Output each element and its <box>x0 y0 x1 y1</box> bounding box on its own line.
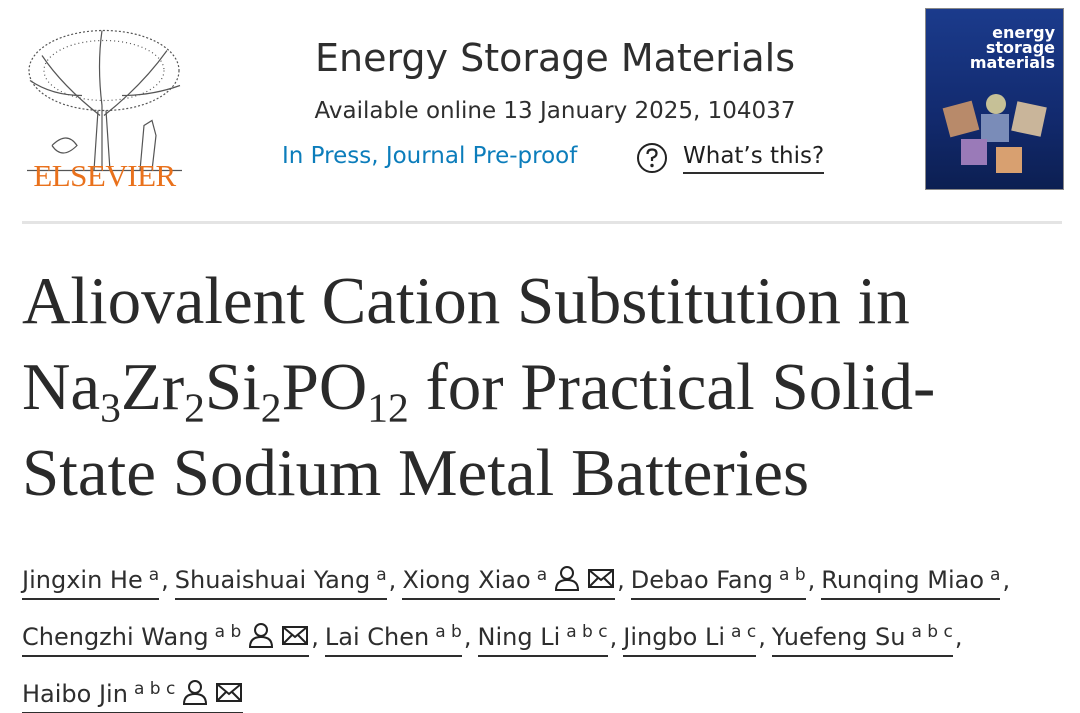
author[interactable]: Xiong Xiao a <box>402 562 616 600</box>
author-name[interactable]: Jingbo Li <box>623 623 726 651</box>
author-profile-icon[interactable] <box>247 622 275 648</box>
availability: Available online 13 January 2025, 104037 <box>314 98 796 124</box>
author-affiliations: a b c <box>911 622 953 642</box>
publisher-logo <box>27 29 182 172</box>
author-separator: , <box>807 566 816 594</box>
author-email-icon[interactable] <box>281 622 309 648</box>
author[interactable]: Jingxin He a <box>22 562 160 600</box>
author-affiliations: a b <box>435 622 462 642</box>
author-list: Jingxin He a, Shuaishuai Yang a, Xiong Xiao a… <box>22 555 1022 713</box>
author-name[interactable]: Debao Fang <box>630 566 774 594</box>
cover-title: energy storage materials <box>969 23 1055 72</box>
author-separator: , <box>161 566 169 594</box>
title-subscript: 2 <box>260 384 282 431</box>
author-affiliations: a <box>536 565 548 585</box>
title-subscript: 12 <box>367 384 409 431</box>
divider <box>22 221 1062 224</box>
author-name[interactable]: Jingxin He <box>22 566 143 594</box>
publisher-name: ELSEVIER <box>33 158 176 193</box>
title-text: for Practical Solid-State Sodium Metal B… <box>22 350 936 510</box>
author-separator: , <box>758 623 766 651</box>
author[interactable]: Debao Fang a b <box>630 562 806 600</box>
journal-name[interactable]: Energy Storage Materials <box>314 36 796 80</box>
author-name[interactable]: Runqing Miao <box>821 566 985 594</box>
author[interactable]: Shuaishuai Yang a <box>174 562 387 600</box>
article-title: Aliovalent Cation Substitution in Na3Zr2… <box>22 258 1062 516</box>
journal-cover[interactable]: energy storage materials <box>925 8 1064 190</box>
cover-art <box>942 94 1047 173</box>
author[interactable]: Jingbo Li a c <box>623 619 757 657</box>
author-email-icon[interactable] <box>215 679 243 705</box>
author[interactable]: Haibo Jin a b c <box>22 676 244 713</box>
help-link[interactable]: What’s this? <box>683 143 825 174</box>
author[interactable]: Lai Chen a b <box>324 619 462 657</box>
title-text: Zr <box>120 350 185 424</box>
author-affiliations: a <box>148 565 160 585</box>
author-affiliations: a b <box>214 622 242 642</box>
title-text: PO <box>281 350 368 424</box>
title-text: Aliovalent Cation Substitution in Na <box>22 264 910 424</box>
author-affiliations: a b c <box>133 679 176 699</box>
title-subscript: 2 <box>184 384 205 431</box>
author-separator: , <box>1002 566 1011 594</box>
author-name[interactable]: Haibo Jin <box>22 680 128 708</box>
author[interactable]: Yuefeng Su a b c <box>771 619 953 657</box>
author-separator: , <box>954 623 963 651</box>
author-name[interactable]: Yuefeng Su <box>771 623 906 651</box>
title-subscript: 3 <box>100 384 121 431</box>
author-separator: , <box>311 623 319 651</box>
author-affiliations: a c <box>731 622 757 642</box>
author-name[interactable]: Xiong Xiao <box>402 566 531 594</box>
author-name[interactable]: Lai Chen <box>324 623 430 651</box>
author-name[interactable]: Shuaishuai Yang <box>174 566 371 594</box>
author-affiliations: a b c <box>566 622 608 642</box>
author-profile-icon[interactable] <box>553 565 581 591</box>
author-name[interactable]: Chengzhi Wang <box>22 623 209 651</box>
help-icon[interactable] <box>636 142 668 174</box>
author-affiliations: a <box>376 565 387 585</box>
author-separator: , <box>463 623 472 651</box>
author[interactable]: Chengzhi Wang a b <box>22 619 310 657</box>
author-name[interactable]: Ning Li <box>477 623 561 651</box>
author-email-icon[interactable] <box>587 565 615 591</box>
author-separator: , <box>617 566 625 594</box>
status-link[interactable]: In Press, Journal Pre-proof <box>282 143 578 169</box>
author-separator: , <box>609 623 618 651</box>
author-separator: , <box>388 566 397 594</box>
author-profile-icon[interactable] <box>181 679 209 705</box>
title-text: Si <box>204 350 261 424</box>
author[interactable]: Runqing Miao a <box>821 562 1001 600</box>
author-affiliations: a <box>990 565 1001 585</box>
author[interactable]: Ning Li a b c <box>477 619 608 657</box>
author-affiliations: a b <box>779 565 806 585</box>
